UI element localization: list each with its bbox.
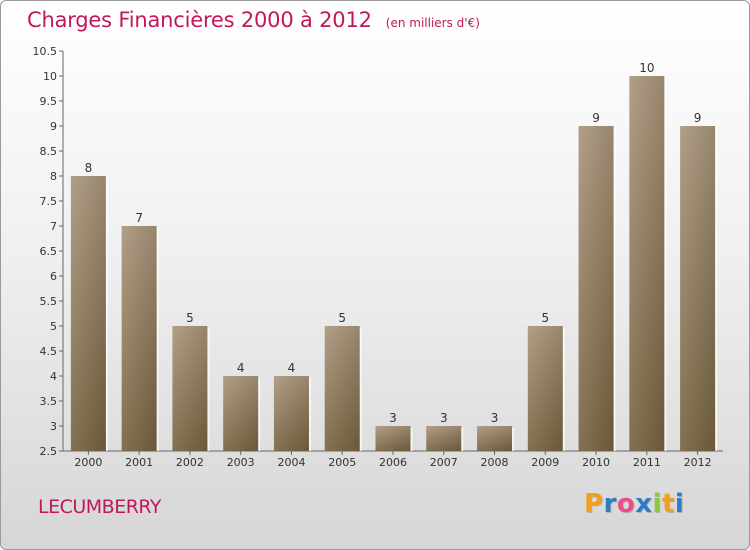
x-tick-label: 2003	[227, 456, 255, 469]
y-tick-label: 3	[50, 420, 57, 433]
chart-title: Charges Financières 2000 à 2012 (en milli…	[27, 8, 480, 32]
y-tick-label: 5	[50, 320, 57, 333]
bar-value-label: 5	[541, 311, 549, 325]
bar-shade	[477, 426, 513, 451]
x-tick-label: 2011	[633, 456, 661, 469]
x-tick-label: 2012	[684, 456, 712, 469]
y-tick-label: 10.5	[33, 45, 58, 58]
bar-shade	[578, 126, 614, 451]
bar-shade	[273, 376, 309, 451]
y-tick-label: 3.5	[40, 395, 58, 408]
y-tick-label: 8.5	[40, 145, 58, 158]
bar-value-label: 5	[186, 311, 194, 325]
bar-shade	[375, 426, 411, 451]
y-tick-label: 5.5	[40, 295, 58, 308]
x-tick-label: 2010	[582, 456, 610, 469]
bar-value-label: 7	[135, 211, 143, 225]
bar-value-label: 3	[440, 411, 448, 425]
bar-shade	[172, 326, 208, 451]
bar-value-label: 9	[592, 111, 600, 125]
bar-value-label: 10	[639, 61, 654, 75]
bar-shade	[70, 176, 106, 451]
proxiti-logo: Proxiti	[584, 489, 684, 519]
x-tick-label: 2005	[328, 456, 356, 469]
y-tick-label: 9	[50, 120, 57, 133]
y-tick-label: 4.5	[40, 345, 58, 358]
bar-shade	[121, 226, 157, 451]
bar-shade	[527, 326, 563, 451]
bar-value-label: 3	[389, 411, 397, 425]
x-tick-label: 2006	[379, 456, 407, 469]
bar-value-label: 3	[491, 411, 499, 425]
y-tick-label: 6.5	[40, 245, 58, 258]
x-tick-label: 2004	[277, 456, 305, 469]
bar-value-label: 4	[237, 361, 245, 375]
logo-letter: x	[635, 489, 653, 519]
bar-value-label: 8	[85, 161, 93, 175]
y-tick-label: 6	[50, 270, 57, 283]
bar-shade	[680, 126, 716, 451]
y-tick-label: 10	[43, 70, 57, 83]
x-tick-label: 2008	[481, 456, 509, 469]
bar-shade	[629, 76, 665, 451]
logo-letter: i	[652, 489, 662, 519]
bar-value-label: 5	[338, 311, 346, 325]
bar-shade	[426, 426, 462, 451]
x-tick-label: 2001	[125, 456, 153, 469]
bar-shade	[324, 326, 360, 451]
logo-letter: t	[661, 489, 675, 519]
logo-letter: o	[616, 489, 636, 519]
y-tick-label: 4	[50, 370, 57, 383]
chart-title-text: Charges Financières 2000 à 2012	[27, 8, 372, 32]
commune-name: LECUMBERRY	[38, 496, 162, 518]
chart-unit-label: (en milliers d'€)	[385, 16, 480, 30]
chart-labels: 8 2000 7 2001 5 2002 4 2003 4 2004 5 2005 3 2006 3 2007…	[74, 61, 711, 469]
x-tick-label: 2007	[430, 456, 458, 469]
x-tick-label: 2002	[176, 456, 204, 469]
x-tick-label: 2000	[74, 456, 102, 469]
bar-shade	[223, 376, 259, 451]
bar-value-label: 4	[288, 361, 296, 375]
y-tick-label: 8	[50, 170, 57, 183]
logo-letter: P	[584, 489, 604, 519]
y-tick-label: 2.5	[40, 445, 58, 458]
y-tick-label: 9.5	[40, 95, 58, 108]
bar-value-label: 9	[694, 111, 702, 125]
x-tick-label: 2009	[531, 456, 559, 469]
bar-chart: 2.5 3 3.5 4 4.5 5 5.5 6 6.5 7 7.5 8 8.5 9 9.5 10 10.5 8 2…	[33, 45, 723, 469]
logo-letter: r	[603, 489, 617, 519]
chart-bars	[70, 76, 718, 451]
y-tick-label: 7.5	[40, 195, 58, 208]
logo-letter: i	[674, 489, 685, 519]
y-tick-label: 7	[50, 220, 57, 233]
